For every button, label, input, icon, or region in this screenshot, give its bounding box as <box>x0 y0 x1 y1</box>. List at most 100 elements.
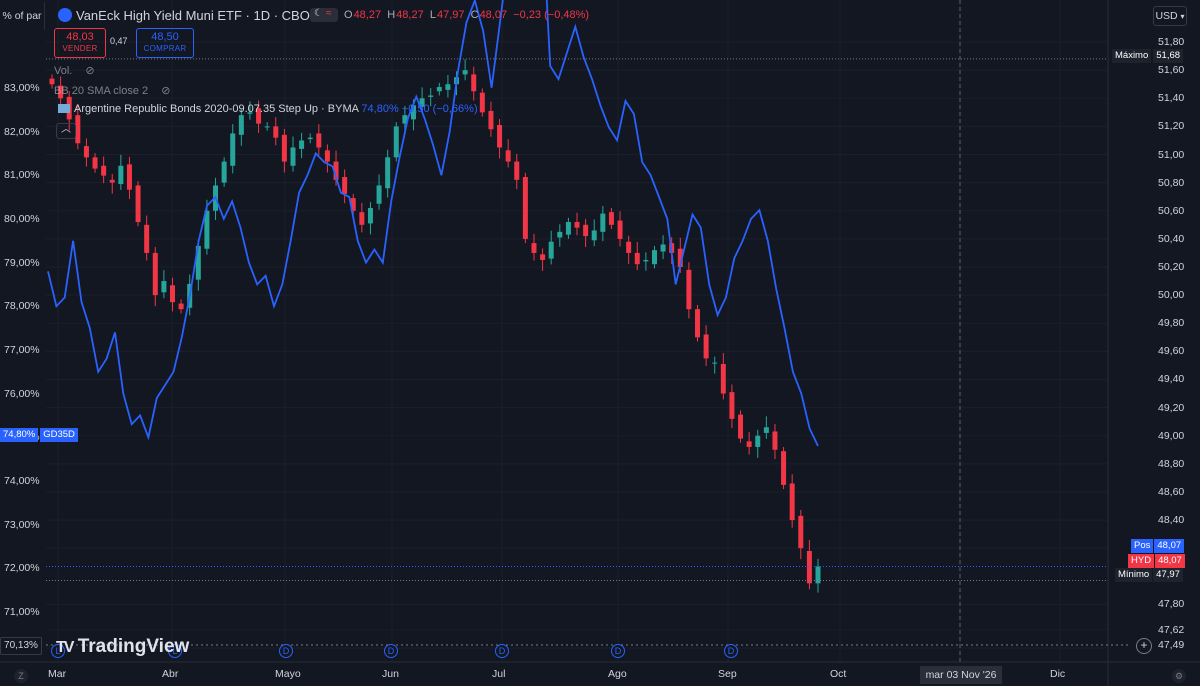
currency-button[interactable]: USD ▾ <box>1153 6 1187 26</box>
candle <box>436 82 442 96</box>
candle <box>152 247 158 307</box>
percent-tick-label: 74,00% <box>4 474 40 487</box>
overlay-legend[interactable]: Argentine Republic Bonds 2020-09.07.35 S… <box>58 103 478 115</box>
percent-tick-label: 83,00% <box>4 81 40 94</box>
candle <box>634 241 640 271</box>
add-symbol-button[interactable]: + <box>1136 638 1152 654</box>
tradingview-logo[interactable]: TV TradingView <box>56 636 190 657</box>
candle <box>367 202 373 235</box>
buy-label: COMPRAR <box>143 44 187 53</box>
buy-button[interactable]: 48,50 COMPRAR <box>136 28 194 58</box>
earnings-marker-icon[interactable]: L <box>51 644 65 658</box>
position-tag[interactable]: Pos 48,07 <box>1131 539 1185 553</box>
dividend-marker-icon[interactable]: D <box>495 644 509 658</box>
dividend-marker-icon[interactable]: D <box>724 644 738 658</box>
candle <box>101 156 107 184</box>
overlay-current-label: GD35D <box>40 428 78 442</box>
bb-indicator[interactable]: BB 20 SMA close 2 ⊘ <box>54 85 171 97</box>
candle <box>755 429 761 458</box>
candle <box>256 100 262 133</box>
candle <box>445 74 451 98</box>
candle <box>161 270 167 299</box>
month-label: Jul <box>492 668 506 680</box>
candle <box>471 66 477 101</box>
price-tick-label: 47,62 <box>1158 623 1185 636</box>
volume-indicator[interactable]: Vol. ⊘ <box>54 65 95 77</box>
session-icons[interactable]: ☾ ≈ <box>310 8 338 22</box>
eye-off-icon[interactable]: ⊘ <box>161 85 171 97</box>
candle <box>221 157 227 187</box>
candle <box>238 109 244 146</box>
chevron-down-icon: ▾ <box>1180 12 1185 21</box>
symbol-title[interactable]: VanEck High Yield Muni ETF · 1D · CBOE <box>58 8 319 23</box>
candle <box>608 207 614 230</box>
candle <box>651 245 657 269</box>
buy-price: 48,50 <box>151 31 179 43</box>
timezone-button[interactable]: Z <box>14 669 28 683</box>
percent-tick-label: 72,00% <box>4 562 40 575</box>
candle <box>557 224 563 247</box>
candle <box>307 133 313 144</box>
vaneck-logo-icon <box>58 8 72 22</box>
dividend-marker-icon[interactable]: D <box>279 644 293 658</box>
candle <box>419 87 425 113</box>
candle <box>462 59 468 81</box>
max-tag: Máximo 51,68 <box>1112 49 1184 63</box>
candle <box>643 252 649 271</box>
eye-off-icon[interactable]: ⊘ <box>85 65 95 77</box>
candle <box>316 124 322 156</box>
candle <box>92 153 98 173</box>
candle <box>299 132 305 159</box>
candle <box>505 139 511 168</box>
dividend-marker-icon[interactable]: D <box>611 644 625 658</box>
candle <box>600 205 606 242</box>
earnings-marker-icon[interactable]: L <box>168 644 182 658</box>
price-tick-label: 49,80 <box>1158 317 1185 330</box>
candle <box>695 304 701 342</box>
candle <box>660 235 666 260</box>
candle <box>376 174 382 210</box>
candle <box>626 235 632 264</box>
percent-tick-label: 73,00% <box>4 518 40 531</box>
candle <box>393 122 399 162</box>
candle <box>273 117 279 146</box>
month-label: Mar <box>48 668 67 680</box>
candle <box>531 233 537 261</box>
tradingview-logo-icon: TV <box>56 639 75 656</box>
month-label: Dic <box>1050 668 1066 680</box>
candle <box>781 446 787 490</box>
candle <box>385 149 391 198</box>
price-tick-label: 51,40 <box>1158 92 1185 105</box>
price-lines <box>46 58 1128 646</box>
candle <box>342 169 348 204</box>
candle <box>126 156 132 199</box>
month-label: Jun <box>382 668 399 680</box>
candle <box>169 277 175 312</box>
collapse-legend-button[interactable]: ︿ <box>56 123 76 139</box>
sell-button[interactable]: 48,03 VENDER <box>54 28 106 58</box>
candle <box>738 410 744 443</box>
percent-tick-label: 71,00% <box>4 605 40 618</box>
argentina-flag-icon <box>58 104 70 113</box>
price-tick-label: 50,60 <box>1158 204 1185 217</box>
settings-gear-icon[interactable]: ⚙ <box>1172 669 1186 683</box>
dividend-marker-icon[interactable]: D <box>384 644 398 658</box>
overlay-series-line <box>47 0 819 447</box>
month-label: Abr <box>162 668 179 680</box>
candles <box>49 59 821 593</box>
candle <box>565 217 571 239</box>
candle <box>49 74 55 89</box>
overlay-values: 74,80% −0,50 (−0,66%) <box>361 103 478 115</box>
percent-tick-label: 82,00% <box>4 125 40 138</box>
candle <box>324 144 330 173</box>
price-tick-label: 47,80 <box>1158 598 1185 611</box>
candle <box>763 416 769 439</box>
last-price-tag: HYD 48,07 <box>1128 554 1185 568</box>
price-tick-label: 48,80 <box>1158 457 1185 470</box>
scale-mode-label[interactable]: % of par <box>0 2 45 30</box>
candle <box>540 248 546 271</box>
price-tick-label: 48,60 <box>1158 485 1185 498</box>
candle <box>522 172 528 244</box>
candle <box>58 76 64 106</box>
